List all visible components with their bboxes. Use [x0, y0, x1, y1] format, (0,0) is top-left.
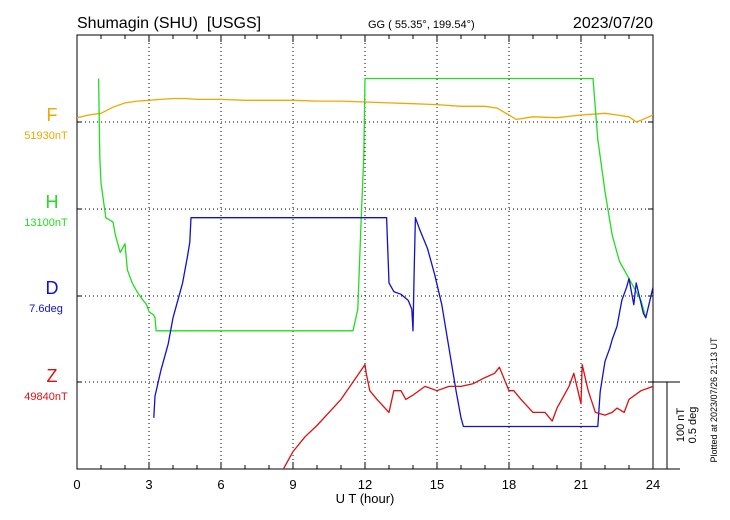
scale-bar-deg-label: 0.5 deg — [687, 407, 699, 444]
x-tick-label-3: 3 — [145, 477, 152, 492]
series-line-d — [153, 217, 653, 428]
series-line-h — [97, 77, 647, 332]
coordinates-label: GG ( 55.35°, 199.54°) — [368, 19, 475, 31]
channel-baseline-h: 13100nT — [24, 217, 68, 229]
channel-letter-h: H — [46, 192, 59, 212]
x-tick-labels: 0 3 6 9 12 15 18 21 24 — [73, 477, 660, 492]
x-tick-label-0: 0 — [73, 477, 80, 492]
x-tick-label-9: 9 — [289, 477, 296, 492]
series-line-z — [282, 363, 653, 469]
station-title: Shumagin (SHU) [USGS] — [77, 15, 261, 32]
x-tick-label-21: 21 — [574, 477, 588, 492]
channel-letter-z: Z — [47, 366, 58, 386]
channel-baseline-z: 49840nT — [24, 391, 68, 403]
channel-letter-d: D — [46, 278, 59, 298]
date-label: 2023/07/20 — [573, 15, 653, 32]
channel-baseline-d: 7.6deg — [29, 303, 63, 315]
x-axis-label: U T (hour) — [336, 491, 395, 506]
plotted-timestamp: Plotted at 2023/07/26 21:13 UT — [709, 337, 719, 463]
x-tick-label-12: 12 — [358, 477, 372, 492]
x-tick-label-15: 15 — [430, 477, 444, 492]
x-tick-label-6: 6 — [217, 477, 224, 492]
scale-bar: 100 nT 0.5 deg — [653, 381, 699, 470]
x-tick-label-18: 18 — [502, 477, 516, 492]
channel-labels: F 51930nT H 13100nT D 7.6deg Z 49840nT — [24, 105, 68, 403]
scale-bar-nt-label: 100 nT — [675, 408, 687, 443]
grid — [77, 35, 653, 469]
channel-baseline-f: 51930nT — [24, 130, 68, 142]
x-tick-label-24: 24 — [646, 477, 660, 492]
channel-letter-f: F — [47, 105, 58, 125]
ticks — [76, 35, 654, 469]
series-layer — [77, 77, 653, 469]
